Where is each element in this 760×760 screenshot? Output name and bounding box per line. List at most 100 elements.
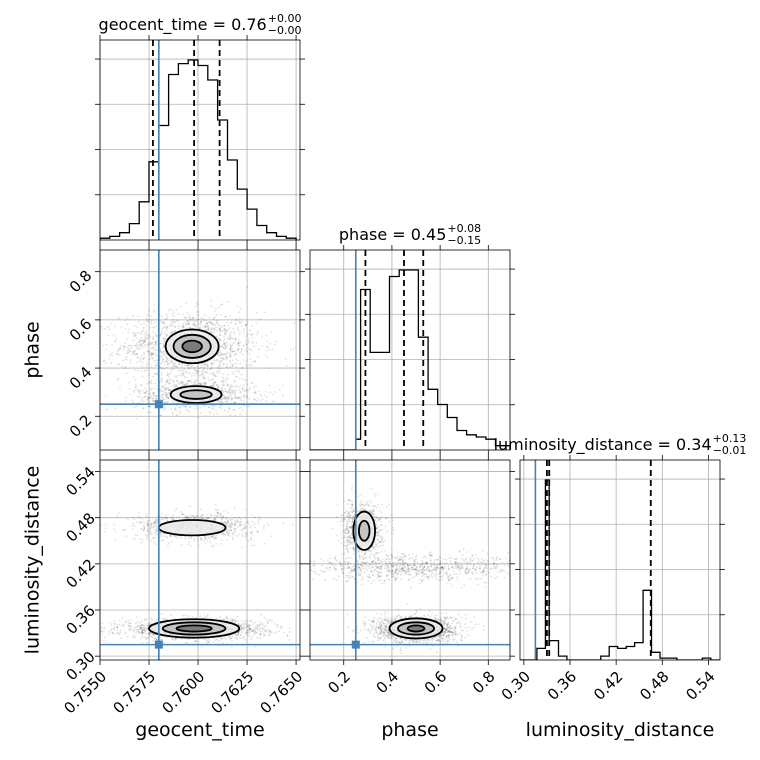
sample-point (231, 385, 234, 387)
sample-point (249, 624, 252, 627)
sample-point (243, 635, 246, 638)
sample-point (146, 641, 148, 644)
sample-point (156, 619, 159, 621)
sample-point (250, 544, 253, 547)
sample-point (246, 625, 249, 628)
sample-point (222, 391, 225, 393)
sample-point (212, 536, 215, 538)
sample-point (119, 629, 122, 632)
sample-point (231, 391, 234, 394)
sample-point (153, 349, 155, 352)
sample-point (198, 327, 201, 330)
sample-point (210, 305, 213, 308)
sample-point (252, 630, 255, 632)
sample-point (240, 395, 243, 398)
sample-point (270, 630, 272, 633)
sample-point (152, 401, 155, 404)
sample-point (214, 517, 217, 520)
sample-point (230, 321, 233, 323)
sample-point (116, 626, 119, 629)
sample-point (197, 370, 200, 373)
sample-point (193, 368, 196, 371)
sample-point (245, 623, 248, 626)
sample-point (146, 397, 149, 400)
sample-point (124, 621, 127, 624)
sample-point (210, 365, 213, 367)
sample-point (147, 524, 149, 527)
sample-point (172, 315, 175, 318)
sample-point (148, 352, 151, 355)
sample-point (246, 383, 249, 385)
sample-point (108, 357, 111, 360)
sample-point (105, 348, 107, 351)
sample-point (260, 632, 262, 635)
sample-point (238, 342, 240, 344)
sample-point (138, 521, 141, 523)
sample-point (117, 349, 120, 351)
sample-point (224, 400, 227, 403)
sample-point (156, 530, 159, 533)
sample-point (178, 363, 180, 366)
sample-point (255, 400, 258, 402)
sample-point (228, 385, 231, 388)
sample-point (132, 391, 135, 393)
sample-point (138, 628, 141, 630)
sample-point (206, 614, 209, 617)
sample-point (187, 366, 190, 369)
sample-point (190, 319, 193, 321)
sample-point (273, 631, 276, 634)
sample-point (137, 628, 140, 631)
sample-point (266, 346, 268, 348)
sample-point (175, 365, 178, 368)
sample-point (118, 354, 121, 356)
sample-point (228, 407, 231, 410)
sample-point (155, 395, 158, 397)
sample-point (150, 395, 153, 397)
sample-point (260, 395, 263, 397)
sample-point (225, 396, 227, 399)
sample-point (210, 407, 213, 410)
sample-point (253, 645, 256, 648)
sample-point (222, 532, 225, 535)
sample-point (160, 398, 163, 400)
sample-point (239, 322, 241, 324)
sample-point (234, 353, 237, 355)
sample-point (187, 323, 190, 325)
sample-point (114, 623, 116, 626)
contour-luminosity_distance_vs_geocent_time-1 (161, 621, 227, 636)
sample-point (224, 396, 227, 398)
sample-point (241, 409, 244, 411)
sample-point (152, 309, 155, 311)
sample-point (232, 350, 235, 352)
sample-point (165, 381, 168, 383)
sample-point (161, 538, 164, 541)
sample-point (186, 321, 189, 323)
sample-point (226, 617, 229, 620)
sample-point (210, 363, 213, 366)
sample-point (221, 303, 224, 306)
sample-point (154, 528, 157, 531)
sample-point (155, 325, 158, 328)
sample-point (222, 516, 224, 519)
sample-point (226, 532, 229, 535)
sample-point (220, 636, 222, 639)
sample-point (141, 628, 144, 631)
sample-point (163, 340, 165, 343)
sample-point (232, 402, 235, 404)
sample-point (136, 326, 139, 328)
sample-point (187, 380, 190, 382)
sample-point (153, 541, 156, 543)
sample-point (238, 317, 241, 320)
sample-point (245, 516, 247, 519)
sample-point (245, 390, 248, 393)
sample-point (185, 301, 187, 304)
sample-point (249, 538, 252, 540)
sample-point (145, 627, 148, 630)
sample-point (162, 342, 165, 345)
sample-point (163, 346, 166, 349)
sample-point (254, 391, 256, 393)
sample-point (172, 379, 175, 381)
sample-point (124, 319, 127, 322)
sample-point (171, 313, 174, 315)
sample-point (211, 329, 213, 331)
